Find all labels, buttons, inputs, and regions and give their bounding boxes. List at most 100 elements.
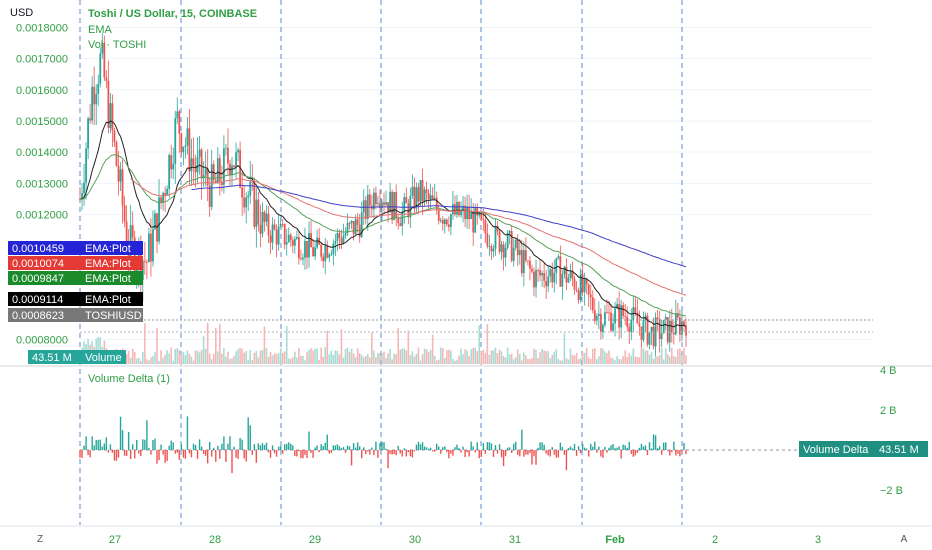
legend-ema[interactable]: EMA: [88, 24, 112, 36]
delta-bar: [101, 446, 103, 450]
candle-body: [342, 235, 345, 244]
candle-body: [164, 192, 167, 195]
volume-bar: [587, 357, 590, 364]
auto-scale-button[interactable]: A: [901, 534, 908, 545]
delta-bar: [350, 450, 353, 466]
volume-bar: [328, 354, 331, 364]
delta-bar: [296, 450, 298, 457]
candle-body: [608, 312, 610, 314]
volume-bar: [602, 348, 604, 364]
price-tag-value-bg: [8, 256, 81, 270]
delta-bar: [482, 443, 485, 450]
candle-body: [441, 219, 444, 225]
delta-bar: [660, 450, 663, 455]
candle-body: [87, 118, 90, 149]
candle-body: [620, 305, 623, 328]
volume-bar: [198, 352, 201, 364]
volume-bar: [555, 349, 558, 364]
price-tick-label: 0.0017000: [16, 54, 68, 66]
delta-bar: [405, 450, 408, 457]
delta-bar: [200, 446, 203, 450]
delta-bar: [596, 450, 598, 453]
candle-body: [145, 261, 148, 263]
delta-bar: [468, 450, 470, 457]
legend-volume[interactable]: Vol · TOSHI: [88, 39, 147, 51]
volume-bar: [553, 351, 556, 364]
volume-bar: [660, 347, 663, 364]
candle-body: [460, 210, 462, 216]
candle-body: [352, 221, 355, 235]
candle-body: [575, 289, 578, 291]
delta-bar: [113, 450, 116, 461]
candle-body: [133, 237, 136, 275]
volume-bar: [614, 360, 616, 364]
delta-bar: [271, 445, 274, 450]
delta-bar: [219, 450, 221, 459]
volume-bar: [344, 349, 347, 364]
candle-body: [614, 308, 616, 324]
volume-bar: [541, 348, 543, 364]
volume-bar: [585, 347, 588, 364]
volume-bar: [671, 348, 673, 364]
candle-body: [275, 229, 278, 245]
delta-bar: [188, 450, 191, 454]
candle-body: [419, 180, 422, 202]
candle-body: [293, 238, 296, 246]
timezone-button[interactable]: Z: [37, 534, 43, 545]
candle-body: [630, 319, 633, 333]
symbol-title[interactable]: Toshi / US Dollar, 15, COINBASE: [88, 8, 258, 20]
delta-bar: [492, 450, 495, 457]
delta-bar: [229, 436, 231, 450]
candle-body: [683, 321, 685, 326]
volume-bar: [152, 356, 154, 364]
candle-body: [285, 242, 288, 245]
volume-delta-title[interactable]: Volume Delta (1): [88, 373, 170, 385]
candle-body: [231, 165, 233, 176]
volume-bar: [314, 348, 316, 364]
delta-bar: [636, 450, 639, 453]
delta-bar: [573, 443, 576, 450]
candle-body: [555, 258, 558, 273]
price-tag-value-bg: [8, 241, 81, 255]
candle-body: [125, 221, 128, 246]
candle-body: [569, 270, 572, 278]
volume-bar: [279, 348, 282, 364]
candle-body: [117, 165, 120, 182]
candle-body: [190, 158, 193, 172]
volume-bar: [569, 348, 572, 364]
candle-body: [565, 266, 568, 283]
delta-bar: [626, 447, 628, 450]
candle-body: [427, 193, 430, 200]
delta-bar: [182, 450, 185, 458]
candle-body: [295, 237, 298, 239]
volume-bar: [466, 350, 468, 364]
volume-bar: [539, 352, 541, 364]
delta-bar: [585, 448, 588, 450]
volume-bar: [330, 350, 333, 364]
volume-bar: [253, 352, 256, 364]
volume-bar: [425, 349, 428, 364]
candle-body: [622, 305, 625, 316]
delta-bar: [152, 439, 154, 450]
candle-body: [160, 197, 162, 204]
ema-green-line: [79, 154, 687, 317]
candle-body: [178, 111, 181, 134]
delta-tick-label: −2 B: [880, 485, 903, 497]
candle-body: [379, 203, 381, 208]
price-tag-label: TOSHIUSD: [85, 310, 142, 322]
time-axis-label: 29: [309, 534, 321, 546]
candle-body: [204, 168, 207, 176]
candle-body: [109, 103, 112, 128]
volume-bar: [146, 359, 148, 364]
candle-body: [340, 238, 343, 244]
delta-bar: [194, 444, 197, 450]
delta-tag-label: Volume Delta: [803, 444, 869, 456]
delta-bar: [521, 429, 523, 450]
volume-bar: [137, 357, 140, 364]
delta-bar: [146, 420, 148, 450]
delta-bar: [433, 450, 436, 452]
volume-bar: [450, 350, 452, 364]
volume-bar: [180, 354, 183, 364]
delta-bar: [302, 450, 304, 459]
